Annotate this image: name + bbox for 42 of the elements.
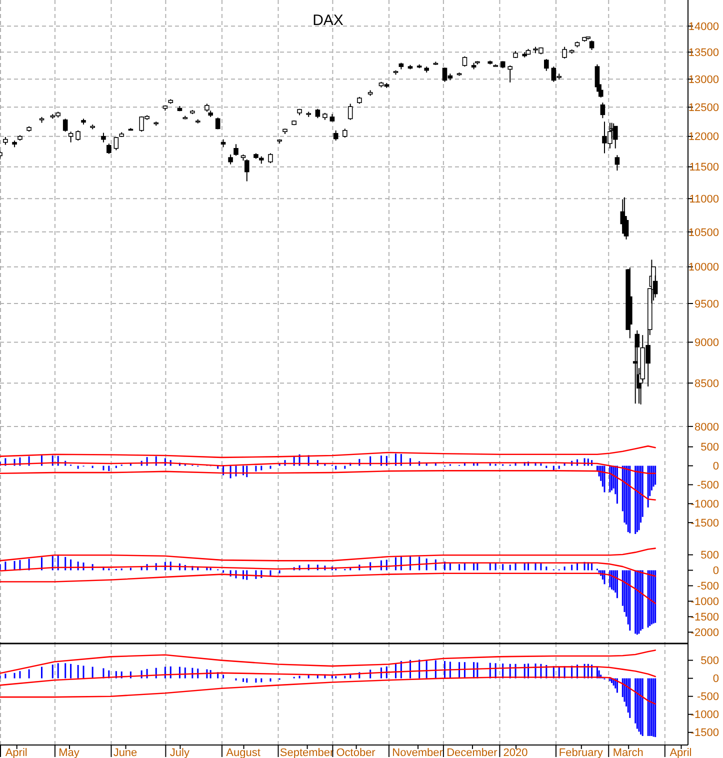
x-tick-label: November: [392, 747, 444, 758]
y-tick-label: -1500: [690, 517, 719, 530]
y-tick-label: 8000: [694, 421, 719, 434]
text: DAX: [312, 12, 344, 29]
y-tick-label: 500: [700, 655, 719, 668]
y-tick-label: -1000: [690, 498, 719, 511]
y-tick-label: 8500: [694, 378, 719, 390]
y-tick-label: -1000: [690, 596, 719, 608]
y-tick-label: -500: [696, 480, 719, 492]
x-tick-label: April: [5, 747, 28, 758]
y-tick-label: 0: [712, 460, 719, 473]
y-tick-label: 11000: [689, 193, 719, 206]
x-tick-label: 2020: [503, 747, 528, 758]
x-tick-label: June: [113, 747, 138, 758]
x-tick-label: March: [612, 747, 644, 758]
y-tick-label: -2000: [690, 627, 719, 640]
y-tick-label: 0: [712, 565, 719, 578]
y-tick-label: 500: [700, 442, 719, 454]
y-tick-label: 0: [712, 673, 719, 686]
y-tick-label: 13000: [688, 74, 719, 86]
y-tick-label: 12000: [688, 131, 719, 144]
x-tick-label: May: [58, 747, 80, 758]
y-tick-label: 9500: [694, 298, 719, 310]
y-tick-label: 500: [700, 550, 719, 562]
x-tick-label: August: [226, 747, 260, 758]
y-tick-label: -1500: [690, 727, 719, 740]
y-tick-label: 9000: [694, 337, 719, 350]
x-tick-label: April: [670, 747, 692, 758]
y-tick-label: 10000: [688, 262, 719, 274]
y-tick-label: -1000: [690, 709, 719, 722]
y-tick-label: 10500: [688, 226, 719, 239]
x-tick-label: July: [170, 747, 190, 758]
x-tick-label: December: [446, 747, 498, 758]
y-tick-label: 11500: [689, 162, 719, 174]
y-tick-label: 13500: [688, 46, 719, 59]
y-tick-label: 14000: [688, 20, 719, 33]
y-tick-label: 12500: [688, 102, 719, 114]
x-tick-label: October: [336, 747, 376, 758]
x-tick-label: February: [558, 747, 604, 758]
y-tick-label: -1500: [690, 612, 719, 624]
y-tick-label: -500: [696, 691, 719, 704]
y-tick-label: -500: [696, 580, 719, 593]
